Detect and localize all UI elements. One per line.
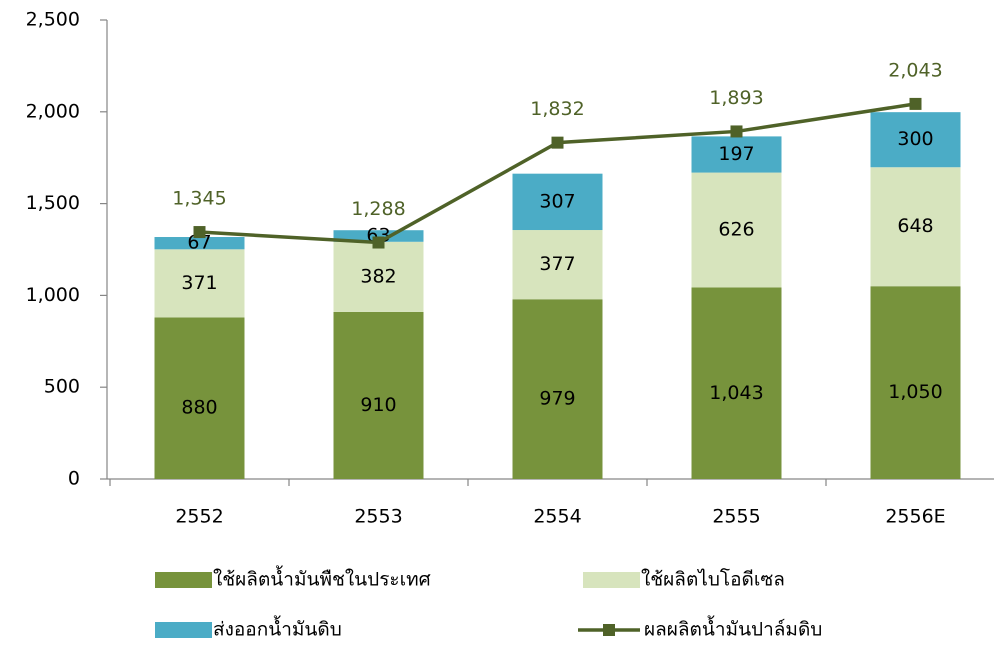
data-label: 910 bbox=[360, 394, 396, 416]
data-label: 382 bbox=[360, 265, 396, 287]
bar-segment bbox=[333, 241, 424, 312]
bar-segment bbox=[691, 172, 782, 288]
data-label: 1,050 bbox=[888, 381, 942, 403]
data-label: 1,893 bbox=[709, 87, 763, 109]
data-label: 1,345 bbox=[172, 188, 226, 210]
bar-segment bbox=[512, 299, 603, 479]
legend-swatch bbox=[155, 572, 212, 588]
marker bbox=[730, 125, 743, 138]
y-tick-label: 0 bbox=[68, 468, 80, 490]
data-label: 377 bbox=[539, 253, 575, 275]
marker bbox=[372, 236, 385, 249]
data-label: 648 bbox=[897, 215, 933, 237]
bar-segment bbox=[691, 287, 782, 479]
data-label: 371 bbox=[181, 272, 217, 294]
bar-segment bbox=[333, 230, 424, 242]
x-tick-label: 2554 bbox=[533, 506, 581, 528]
legend-swatch bbox=[155, 622, 212, 638]
bar-segment bbox=[154, 249, 245, 318]
data-label: 197 bbox=[718, 143, 754, 165]
data-label: 67 bbox=[187, 232, 211, 254]
legend-label: ใช้ผลิตไบโอดีเซล bbox=[641, 568, 785, 591]
data-label: 626 bbox=[718, 219, 754, 241]
x-tick-label: 2553 bbox=[354, 506, 402, 528]
data-label: 1,043 bbox=[709, 382, 763, 404]
y-tick-label: 2,000 bbox=[26, 100, 80, 122]
bar-segment bbox=[512, 230, 603, 300]
bar-segment bbox=[154, 317, 245, 479]
y-tick-label: 1,500 bbox=[26, 192, 80, 214]
legend-marker bbox=[603, 624, 615, 636]
data-label: 1,832 bbox=[530, 98, 584, 120]
data-label: 2,043 bbox=[888, 59, 942, 81]
y-tick-label: 2,500 bbox=[26, 9, 80, 31]
legend-label: ส่งออกน้ำมันดิบ bbox=[213, 616, 342, 641]
data-label: 979 bbox=[539, 388, 575, 410]
bar-segment bbox=[333, 311, 424, 479]
x-tick-label: 2555 bbox=[712, 506, 760, 528]
y-tick-label: 1,000 bbox=[26, 284, 80, 306]
marker bbox=[909, 97, 922, 110]
x-tick-label: 2556E bbox=[885, 506, 945, 528]
data-label: 880 bbox=[181, 397, 217, 419]
data-label: 307 bbox=[539, 190, 575, 212]
bar-segment bbox=[870, 286, 961, 479]
legend-swatch bbox=[583, 572, 640, 588]
bar-segment bbox=[870, 112, 961, 168]
legend-label: ใช้ผลิตน้ำมันพืชในประเทศ bbox=[213, 566, 431, 591]
bar-segment bbox=[691, 136, 782, 173]
marker bbox=[551, 136, 564, 149]
y-tick-label: 500 bbox=[44, 376, 80, 398]
bar-segment bbox=[870, 167, 961, 287]
x-tick-label: 2552 bbox=[175, 506, 223, 528]
marker bbox=[193, 226, 206, 239]
bar-segment bbox=[512, 173, 603, 231]
data-label: 1,288 bbox=[351, 198, 405, 220]
data-label: 300 bbox=[897, 128, 933, 150]
bar-segment bbox=[154, 237, 245, 250]
legend-label: ผลผลิตน้ำมันปาล์มดิบ bbox=[644, 616, 822, 641]
